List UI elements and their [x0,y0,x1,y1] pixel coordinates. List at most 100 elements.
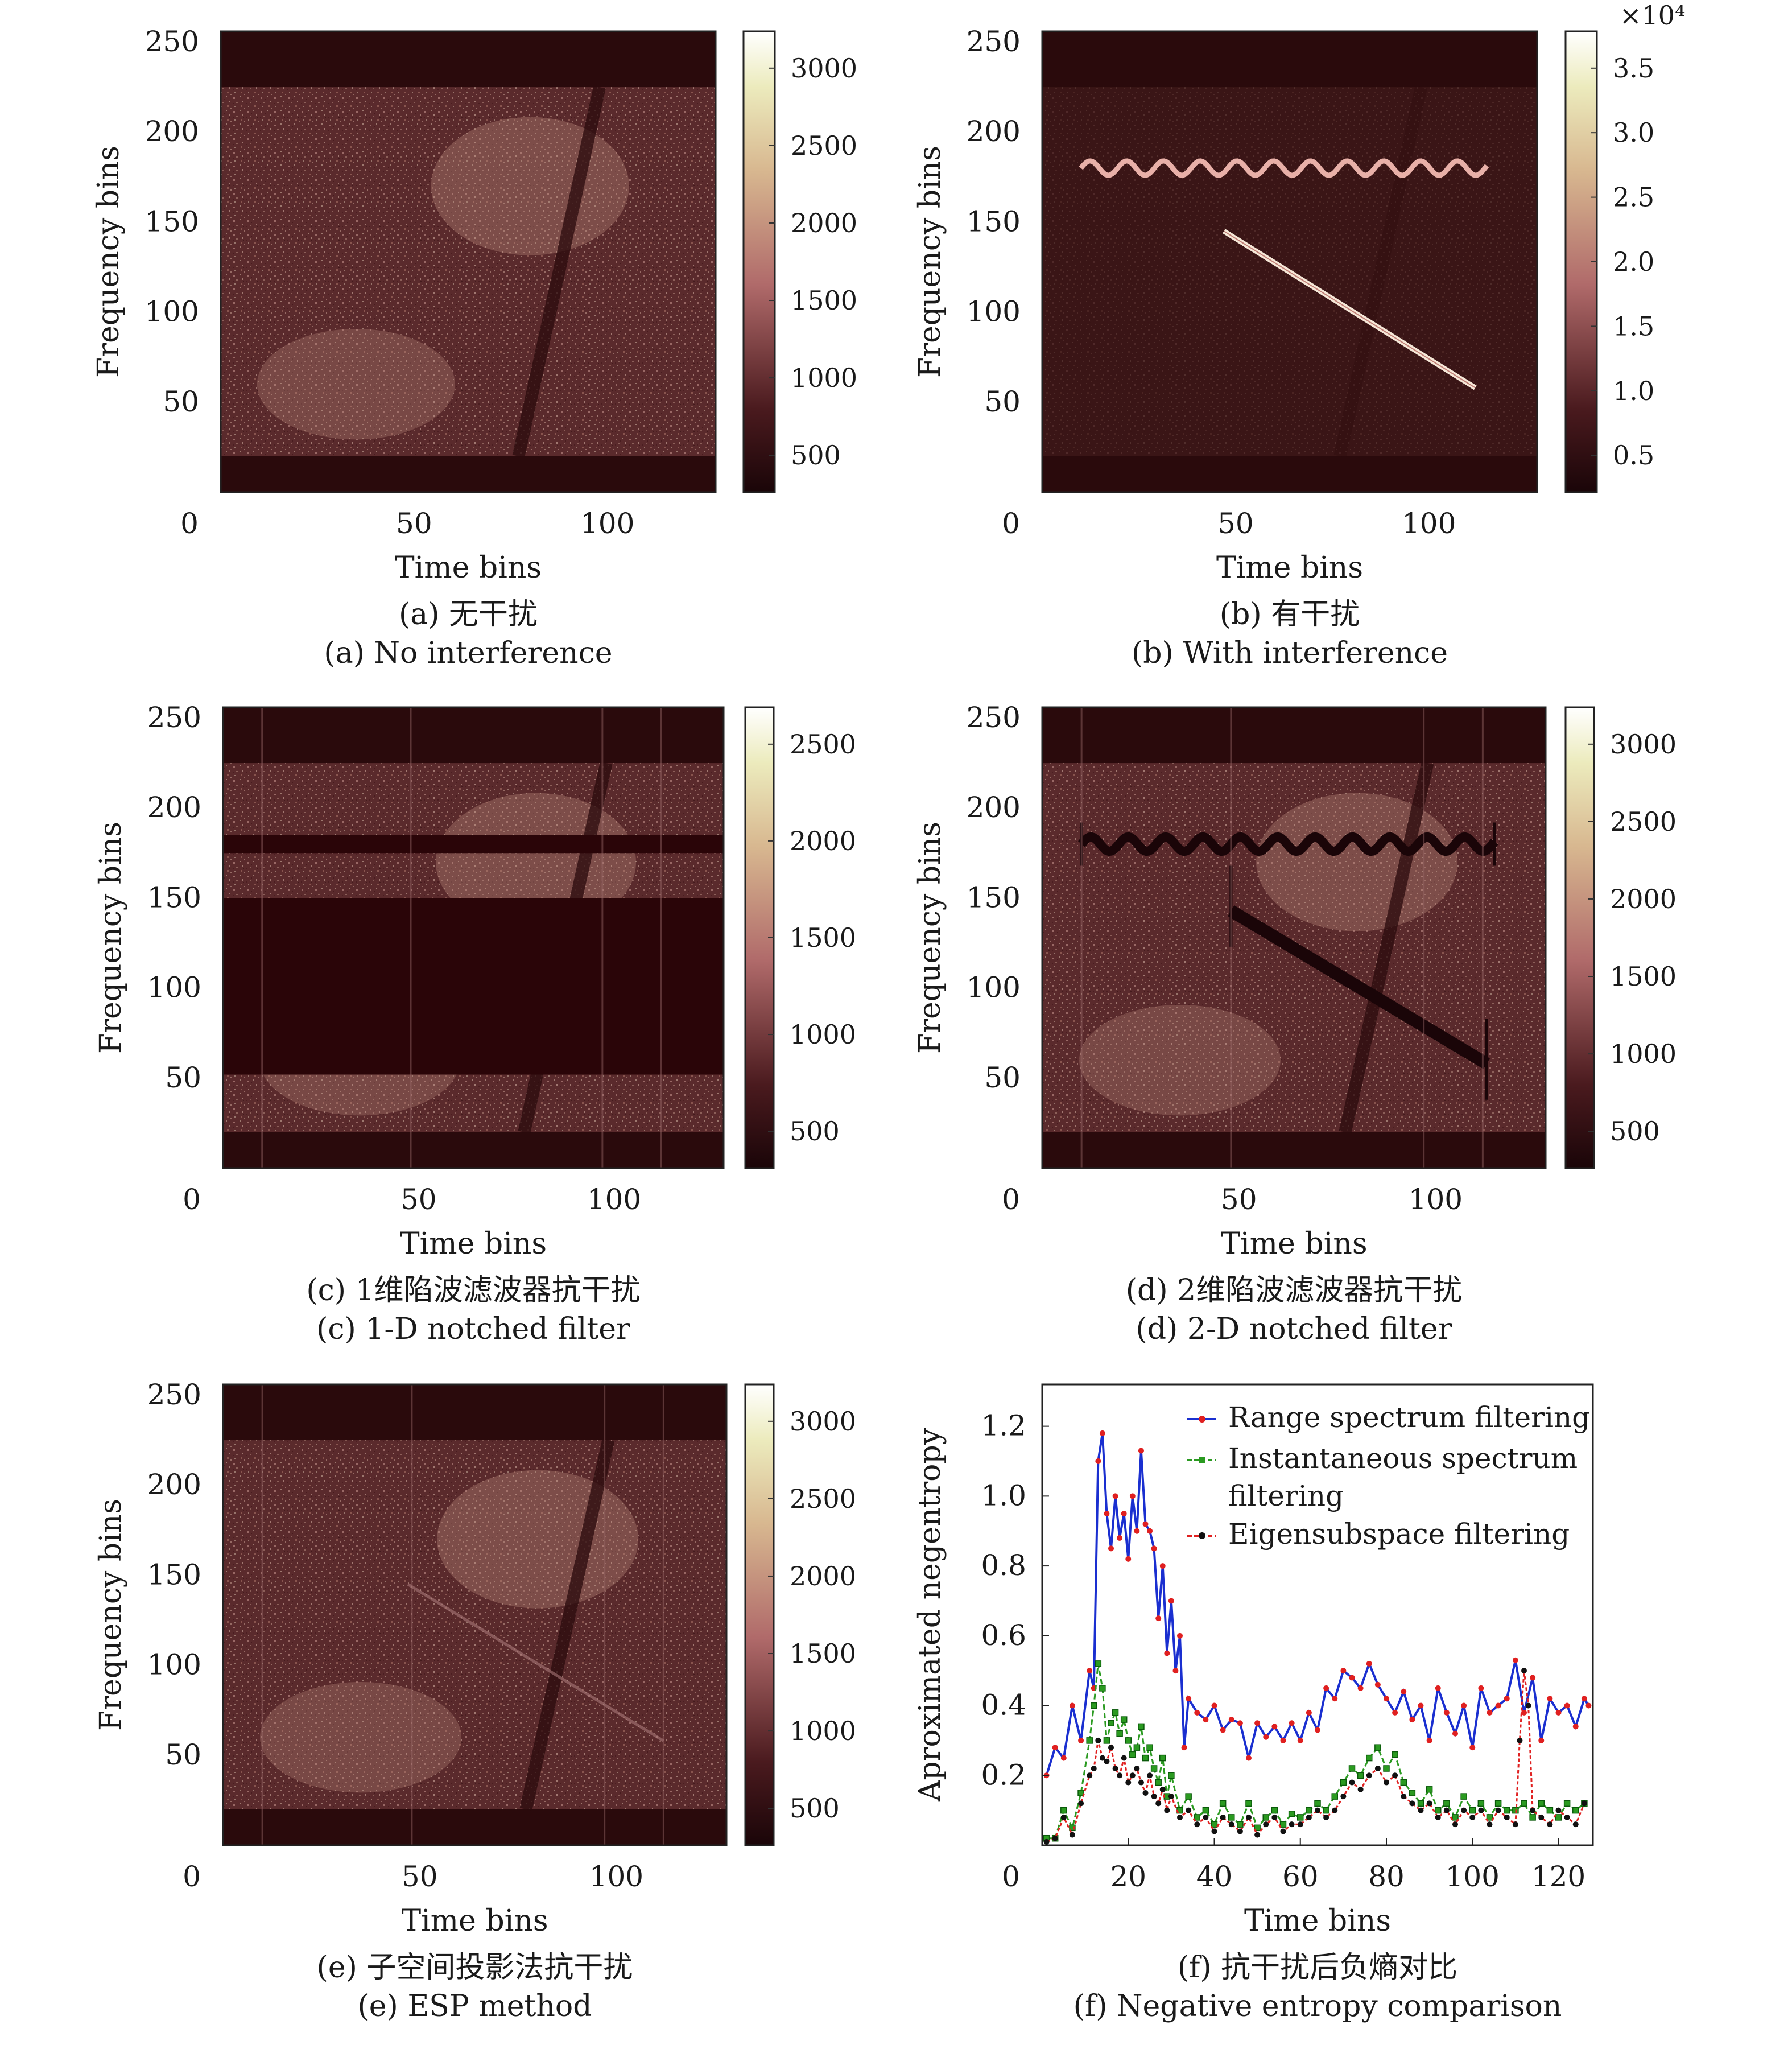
x-tick-label: 100 [580,507,634,540]
colorbar-exponent: ×10⁴ [1620,0,1686,31]
data-point [1069,1702,1075,1709]
data-point [1572,1807,1579,1814]
data-point [1418,1807,1424,1813]
data-point [1186,1696,1192,1702]
data-point [1254,1832,1261,1838]
legend-label: filtering [1228,1479,1344,1512]
data-point [1504,1807,1510,1814]
y-tick-label: 0.4 [981,1689,1026,1722]
data-point [1125,1556,1132,1562]
data-point [1340,1794,1347,1800]
data-point [1504,1696,1510,1702]
data-point [1521,1668,1527,1674]
colorbar-tick-label: 1000 [790,1019,856,1050]
colorbar-tick-label: 1.0 [1613,376,1654,406]
data-point [1120,1716,1128,1723]
data-point [1155,1615,1162,1622]
x-axis-label: Time bins [1220,1227,1367,1261]
data-point [1349,1675,1355,1681]
data-point [1383,1765,1390,1772]
data-point [1555,1807,1562,1813]
data-point [1314,1800,1321,1807]
data-point [1289,1720,1295,1726]
data-point [1133,1744,1141,1751]
data-point [1271,1724,1278,1730]
data-point [1112,1709,1119,1716]
data-point [1384,1779,1389,1786]
data-point [1138,1448,1144,1454]
data-point [1581,1696,1587,1702]
data-point [1581,1800,1587,1807]
x-tick-label: 0 [180,507,199,540]
y-tick-label: 200 [147,791,201,824]
diagonal-shadow [519,1438,615,1811]
data-point [1099,1755,1105,1761]
x-tick-label: 40 [1196,1860,1233,1893]
data-point [1357,1786,1364,1792]
data-point [1452,1821,1458,1828]
data-point [1435,1807,1442,1814]
data-point [1228,1821,1234,1828]
data-point [1461,1702,1467,1709]
data-point [1203,1717,1209,1723]
data-point [1461,1807,1467,1813]
data-point [1060,1814,1067,1820]
data-point [1323,1685,1329,1691]
y-tick-label: 150 [145,205,199,238]
colorbar-tick-label: 1500 [1610,961,1677,992]
diagonal-shadow [1339,761,1434,1134]
colorbar-tick-label: 2500 [791,130,857,161]
data-point [1168,1598,1174,1604]
data-point [1555,1709,1562,1716]
data-point [1487,1821,1493,1828]
y-axis-label: Aproximated negentropy [913,1428,947,1802]
data-point [1477,1800,1485,1807]
data-point [1529,1814,1536,1821]
data-point [1297,1814,1304,1821]
data-point [1512,1657,1518,1663]
data-point [1564,1814,1570,1820]
legend-marker [1199,1457,1205,1463]
data-point [1069,1832,1075,1838]
x-tick-label: 0 [1002,1860,1020,1893]
data-point [1078,1800,1084,1807]
data-point [1211,1702,1217,1709]
colorbar [742,30,776,493]
data-point [1095,1660,1102,1667]
data-point [1392,1751,1398,1758]
data-point [1078,1737,1084,1743]
y-tick-label: 200 [145,115,199,148]
x-tick-label: 100 [1409,1183,1463,1216]
colorbar-tick-label: 2000 [1610,884,1677,914]
data-point [1202,1807,1209,1814]
y-tick-label: 250 [145,25,199,58]
data-point [1203,1814,1209,1820]
colorbar-tick-label: 2000 [791,208,857,238]
data-point [1086,1737,1093,1744]
data-point [1091,1702,1097,1709]
data-point [1417,1800,1424,1807]
x-tick-label: 100 [1402,507,1456,540]
data-point [1469,1814,1476,1820]
data-point [1409,1717,1415,1723]
y-tick-label: 100 [147,971,201,1004]
data-point [1495,1807,1501,1813]
data-point [1315,1807,1320,1813]
data-point [1409,1790,1416,1796]
data-point [1185,1793,1192,1800]
y-tick-label: 200 [967,115,1021,148]
data-point [1087,1772,1093,1779]
x-axis-label: Time bins [400,1227,547,1261]
data-point [1099,1685,1106,1692]
colorbar-tick-label: 500 [790,1793,840,1824]
caption-en: (a) No interference [324,636,612,670]
data-point [1077,1790,1084,1796]
caption-cn: (c) 1维陷波滤波器抗干扰 [306,1273,640,1308]
data-point [1443,1709,1450,1716]
data-point [1263,1734,1269,1740]
data-point [1332,1807,1338,1813]
x-tick-label: 0 [1002,1183,1020,1216]
